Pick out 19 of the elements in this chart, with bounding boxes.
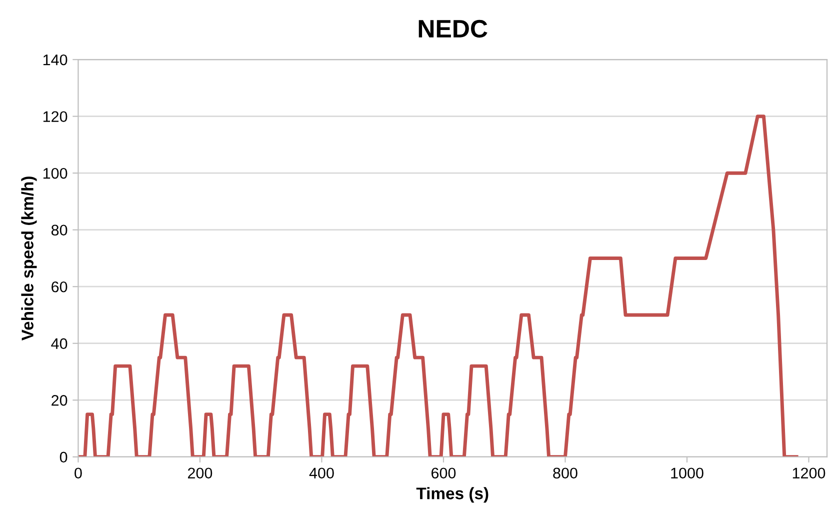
x-tick-label: 400	[309, 468, 334, 479]
x-tick-label: 0	[74, 468, 82, 479]
y-tick-label: 140	[43, 54, 68, 66]
y-tick-label: 0	[60, 452, 68, 463]
y-tick-label: 80	[51, 224, 68, 236]
chart-title: NEDC	[418, 20, 488, 38]
y-tick-label: 40	[51, 338, 68, 350]
y-tick-label: 100	[43, 168, 68, 179]
y-axis-title: Vehicle speed (km/h)	[21, 176, 37, 341]
x-tick-label: 800	[553, 468, 578, 479]
y-tick-label: 20	[52, 394, 68, 406]
y-tick-label: 120	[43, 111, 68, 122]
y-tick-label: 60	[52, 281, 68, 292]
x-tick-label: 200	[188, 468, 212, 479]
x-tick-label: 1000	[671, 468, 704, 479]
line-series	[78, 114, 798, 457]
x-tick-label: 1200	[792, 468, 826, 479]
x-axis-title: Times (s)	[416, 487, 488, 503]
x-tick-label: 600	[432, 468, 456, 479]
